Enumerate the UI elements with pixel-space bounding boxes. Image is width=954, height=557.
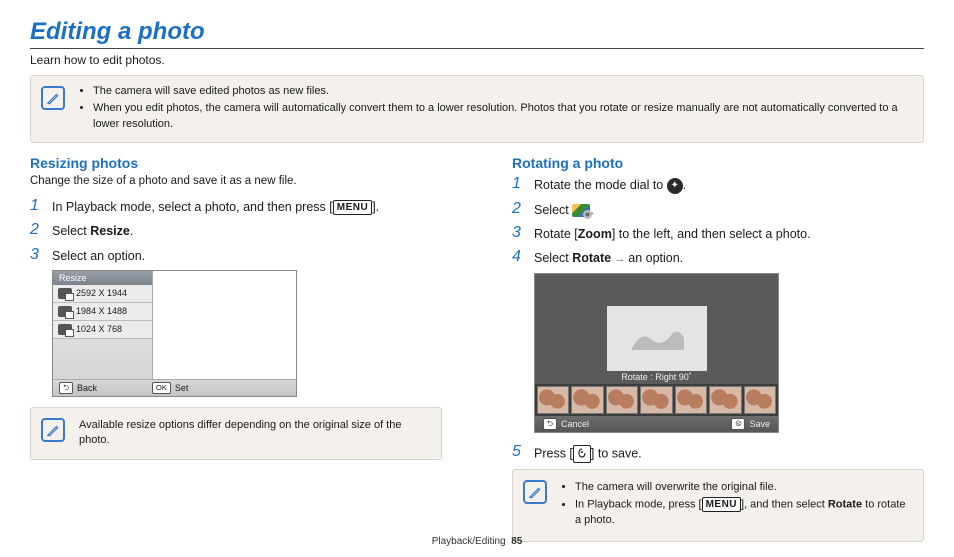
resize-menu-title: Resize (53, 271, 152, 285)
resize-screen-mock: Resize 2592 X 1944 1984 X 1488 1024 X 76… (52, 270, 297, 397)
edit-mode-icon (572, 204, 590, 217)
note-icon (523, 480, 547, 504)
rotate-step-2: 2 Select . (512, 200, 924, 218)
step-text: Select (52, 224, 90, 238)
footer-page-number: 85 (511, 536, 522, 547)
resize-step-3: 3 Select an option. (30, 246, 442, 264)
rotate-step-1: 1 Rotate the mode dial to ✦. (512, 175, 924, 194)
top-note-box: The camera will save edited photos as ne… (30, 75, 924, 143)
resize-option-label: 2592 X 1944 (76, 288, 127, 298)
resize-step-2: 2 Select Resize. (30, 221, 442, 239)
thumbnail[interactable] (709, 386, 741, 414)
save-button[interactable]: ⧀ Save (731, 418, 770, 430)
resize-step-1: 1 In Playback mode, select a photo, and … (30, 197, 442, 215)
rotating-heading: Rotating a photo (512, 155, 924, 171)
top-note-item: The camera will save edited photos as ne… (93, 84, 913, 99)
menu-button-icon: MENU (702, 497, 741, 512)
back-chip-icon: ⮌ (543, 418, 557, 430)
resize-option[interactable]: 2592 X 1944 (53, 285, 152, 303)
ok-chip-icon: OK (152, 382, 171, 394)
resize-preview-area (153, 271, 296, 379)
resize-option-label: 1984 X 1488 (76, 306, 127, 316)
rotate-step-4: 4 Select Rotate → an option. (512, 248, 924, 266)
note-icon (41, 86, 65, 110)
step-number: 2 (30, 221, 44, 239)
resize-option-label: 1024 X 768 (76, 324, 122, 334)
cancel-button[interactable]: ⮌ Cancel (543, 418, 589, 430)
rotate-screen-mock: Rotate : Right 90˚ ⮌ Cancel ⧀ Sav (534, 273, 779, 433)
step-text: ] to the left, and then select a photo. (612, 227, 811, 241)
resizing-sub: Change the size of a photo and save it a… (30, 175, 442, 187)
resize-note-text: Available resize options differ dependin… (79, 419, 401, 446)
thumbnail[interactable] (537, 386, 569, 414)
step-number: 1 (512, 175, 526, 193)
page-intro: Learn how to edit photos. (30, 53, 924, 67)
arrow-icon: → (611, 253, 628, 265)
step-text: . (683, 178, 686, 192)
step-bold: Resize (90, 224, 130, 238)
step-text: Rotate the mode dial to (534, 178, 667, 192)
rotate-note-item: The camera will overwrite the original f… (575, 480, 913, 495)
thumbnail[interactable] (571, 386, 603, 414)
step-text: In Playback mode, select a photo, and th… (52, 200, 333, 214)
step-text: ] to save. (591, 446, 642, 460)
thumbnail[interactable] (675, 386, 707, 414)
footer-section: Playback/Editing (432, 536, 506, 547)
title-rule (30, 48, 924, 49)
cancel-label: Cancel (561, 419, 589, 429)
note-icon (41, 418, 65, 442)
thumbnail[interactable] (640, 386, 672, 414)
step-number: 5 (512, 443, 526, 461)
rotate-caption: Rotate : Right 90˚ (607, 372, 707, 382)
resolution-icon (58, 306, 72, 317)
macro-button-icon (573, 445, 591, 463)
thumbnail[interactable] (606, 386, 638, 414)
step-bold: Zoom (578, 227, 612, 241)
step-number: 4 (512, 248, 526, 266)
rotate-preview-image (607, 306, 707, 371)
save-label: Save (749, 419, 770, 429)
mode-dial-icon: ✦ (667, 178, 683, 194)
save-chip-icon: ⧀ (731, 418, 745, 430)
step-text: Select (534, 251, 572, 265)
set-button[interactable]: OK Set (152, 382, 188, 394)
step-text: Select (534, 203, 572, 217)
step-text: an option. (628, 251, 683, 265)
right-column: Rotating a photo 1 Rotate the mode dial … (512, 155, 924, 553)
rotate-step-5: 5 Press [ ] to save. (512, 443, 924, 463)
step-text: . (130, 224, 133, 238)
resize-option[interactable]: 1024 X 768 (53, 321, 152, 339)
resize-option[interactable]: 1984 X 1488 (53, 303, 152, 321)
step-number: 3 (512, 224, 526, 242)
page-footer: Playback/Editing 85 (0, 536, 954, 547)
back-label: Back (77, 383, 97, 393)
step-bold: Rotate (572, 251, 611, 265)
resize-note-box: Available resize options differ dependin… (30, 407, 442, 460)
rotate-note-box: The camera will overwrite the original f… (512, 469, 924, 542)
step-text: Select an option. (52, 246, 145, 264)
top-note-item: When you edit photos, the camera will au… (93, 101, 913, 132)
step-number: 1 (30, 197, 44, 215)
back-button[interactable]: ⮌ Back (59, 382, 97, 394)
step-text: ]. (372, 200, 379, 214)
thumbnail-strip (535, 384, 778, 416)
back-chip-icon: ⮌ (59, 382, 73, 394)
resolution-icon (58, 288, 72, 299)
step-text: Press [ (534, 446, 573, 460)
resizing-heading: Resizing photos (30, 155, 442, 171)
rotate-note-item: In Playback mode, press [MENU], and then… (575, 497, 913, 528)
resolution-icon (58, 324, 72, 335)
left-column: Resizing photos Change the size of a pho… (30, 155, 442, 553)
set-label: Set (175, 383, 189, 393)
step-text: Rotate [ (534, 227, 578, 241)
menu-button-icon: MENU (333, 200, 372, 215)
thumbnail[interactable] (744, 386, 776, 414)
step-number: 2 (512, 200, 526, 218)
step-number: 3 (30, 246, 44, 264)
page-title: Editing a photo (30, 18, 924, 46)
rotate-step-3: 3 Rotate [Zoom] to the left, and then se… (512, 224, 924, 242)
